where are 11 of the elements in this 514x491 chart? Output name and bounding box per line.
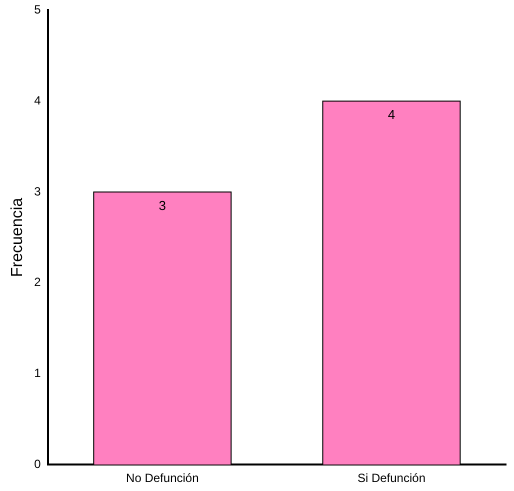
y-tick-label: 3 [34, 184, 42, 198]
y-tick-label: 1 [34, 366, 42, 380]
y-tick-label: 5 [34, 2, 42, 17]
y-tick-label: 2 [34, 275, 42, 290]
data-label: 3 [158, 198, 166, 214]
y-axis-title: Frecuencia [9, 198, 26, 277]
x-tick-label: Si Defunción [357, 471, 426, 486]
y-tick-label: 4 [34, 93, 42, 108]
data-label: 4 [388, 107, 396, 122]
x-tick-label: No Defunción [126, 471, 199, 486]
y-tick-label: 0 [34, 456, 42, 471]
